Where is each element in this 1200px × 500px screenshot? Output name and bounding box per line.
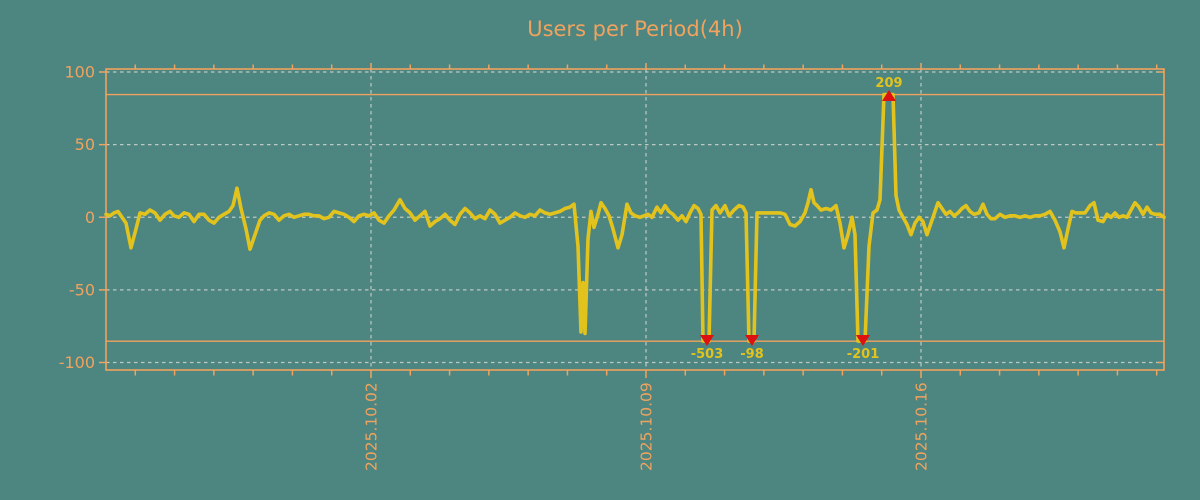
x-tick-label: 2025.10.09 (638, 382, 656, 471)
dip-value-label: -201 (847, 347, 880, 362)
dip-marker-down (856, 335, 870, 346)
x-tick-label: 2025.10.02 (363, 382, 381, 471)
plot-border (105, 68, 1165, 371)
dip-value-label: -98 (740, 347, 764, 362)
y-tick-label: 100 (64, 63, 95, 82)
chart-title: Users per Period(4h) (527, 17, 743, 41)
dip-value-label: -503 (691, 347, 724, 362)
x-tick-label: 2025.10.16 (913, 382, 931, 471)
dip-marker-down (700, 335, 714, 346)
y-tick-label: 0 (85, 208, 95, 227)
y-tick-label: -100 (59, 353, 95, 372)
users-series-line (104, 92, 1166, 343)
peak-marker-up (882, 90, 896, 101)
peak-value-label: 209 (875, 76, 902, 91)
y-tick-label: 50 (75, 135, 95, 154)
y-tick-label: -50 (69, 280, 95, 299)
dip-marker-down (745, 335, 759, 346)
